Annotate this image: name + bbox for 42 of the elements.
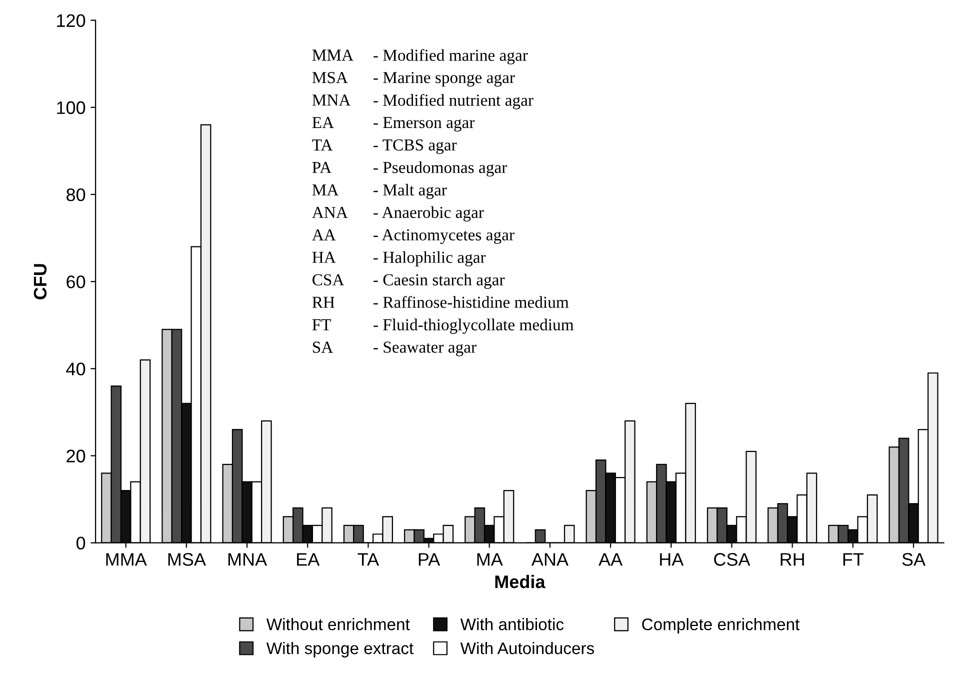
legend-label: With Autoinducers bbox=[460, 642, 594, 654]
text: TA - TCBS agar bbox=[312, 139, 457, 154]
x-tick-label: FT bbox=[843, 553, 864, 566]
x-tick-label: MA bbox=[477, 553, 503, 566]
text: MMA - Modified marine agar bbox=[312, 49, 528, 64]
text: PA - Pseudomonas agar bbox=[312, 161, 508, 177]
y-tick-label: 60 bbox=[66, 275, 86, 288]
legend-label: With antibiotic bbox=[460, 618, 564, 630]
x-axis-title: Media bbox=[495, 574, 546, 588]
text: MA - Malt agar bbox=[312, 184, 447, 199]
legend-label: With sponge extract bbox=[266, 642, 414, 658]
x-tick-label: HA bbox=[660, 553, 684, 566]
x-tick-label: PA bbox=[418, 553, 440, 566]
y-tick-label: 120 bbox=[57, 14, 86, 27]
x-tick-label: TA bbox=[358, 553, 380, 566]
y-tick-label: 80 bbox=[66, 188, 86, 202]
text: EA - Emerson agar bbox=[312, 116, 475, 132]
x-tick-label: SA bbox=[902, 553, 926, 566]
x-tick-label: MNA bbox=[228, 553, 268, 566]
text: AA - Actinomycetes agar bbox=[312, 229, 514, 244]
y-tick-label: 100 bbox=[57, 101, 86, 114]
x-tick-label: ANA bbox=[531, 553, 568, 566]
x-tick-label: AA bbox=[598, 553, 623, 566]
y-axis-title: CFU bbox=[34, 264, 47, 300]
text: RH - Raffinose-histidine medium bbox=[312, 296, 569, 308]
legend-label: Complete enrichment bbox=[642, 618, 800, 634]
text: HA - Halophilic agar bbox=[312, 251, 486, 266]
x-tick-label: RH bbox=[780, 553, 804, 566]
text: ANA - Anaerobic agar bbox=[312, 206, 484, 222]
text: CSA - Caesin starch agar bbox=[312, 274, 505, 289]
text: MNA - Modified nutrient agar bbox=[312, 94, 534, 110]
legend-label: Without enrichment bbox=[266, 618, 410, 630]
x-tick-label: EA bbox=[297, 553, 320, 566]
x-tick-label: MSA bbox=[168, 553, 206, 566]
text: SA - Seawater agar bbox=[312, 342, 476, 356]
x-tick-label: MMA bbox=[106, 553, 147, 566]
x-tick-label: CSA bbox=[714, 553, 750, 566]
y-tick-label: 20 bbox=[66, 450, 86, 462]
text: FT - Fluid-thioglycollate medium bbox=[312, 318, 574, 334]
text: MSA - Marine sponge agar bbox=[312, 72, 515, 87]
y-tick-label: 0 bbox=[76, 536, 86, 550]
y-tick-label: 40 bbox=[66, 362, 86, 376]
